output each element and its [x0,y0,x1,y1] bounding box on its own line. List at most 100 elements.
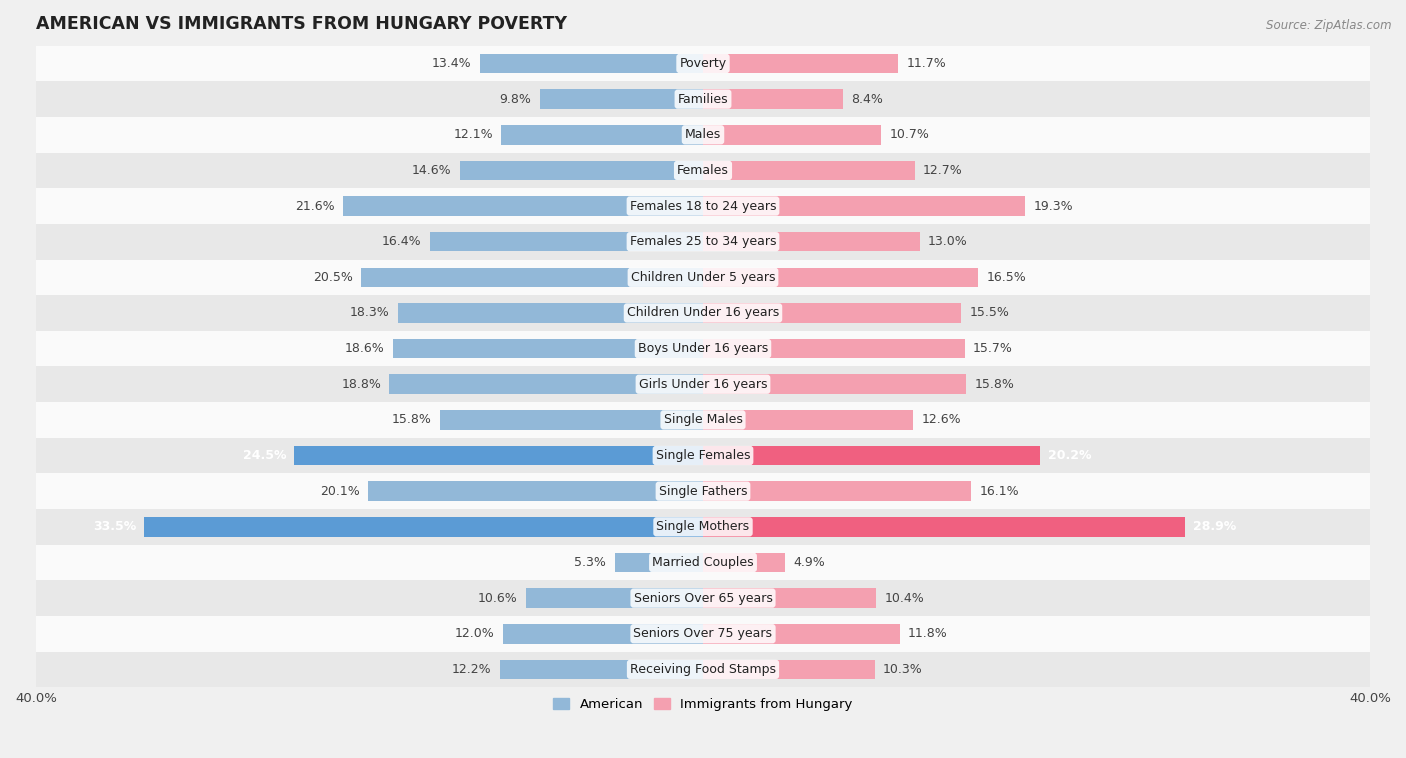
Text: 10.6%: 10.6% [478,591,517,605]
Bar [343,196,703,216]
Bar [703,303,962,323]
Bar [37,544,1369,581]
Bar [526,588,703,608]
Text: 15.7%: 15.7% [973,342,1014,355]
Text: 8.4%: 8.4% [852,92,883,105]
Text: Families: Families [678,92,728,105]
Bar [479,54,703,74]
Bar [703,89,844,109]
Bar [429,232,703,252]
Text: 12.2%: 12.2% [451,662,491,676]
Bar [37,366,1369,402]
Text: 16.1%: 16.1% [980,484,1019,498]
Text: 13.4%: 13.4% [432,57,471,70]
Text: 15.5%: 15.5% [970,306,1010,319]
Bar [37,259,1369,295]
Text: Females 25 to 34 years: Females 25 to 34 years [630,235,776,248]
Bar [703,339,965,359]
Bar [703,481,972,501]
Bar [37,581,1369,616]
Text: 11.7%: 11.7% [907,57,946,70]
Legend: American, Immigrants from Hungary: American, Immigrants from Hungary [548,692,858,716]
Text: 16.4%: 16.4% [381,235,422,248]
Text: 28.9%: 28.9% [1194,520,1236,534]
Bar [37,616,1369,652]
Bar [460,161,703,180]
Bar [294,446,703,465]
Bar [703,374,966,394]
Text: 4.9%: 4.9% [793,556,825,569]
Bar [501,125,703,145]
Text: Source: ZipAtlas.com: Source: ZipAtlas.com [1267,19,1392,32]
Bar [703,196,1025,216]
Text: 12.0%: 12.0% [454,627,495,641]
Text: 20.2%: 20.2% [1049,449,1091,462]
Bar [703,54,898,74]
Text: 16.5%: 16.5% [987,271,1026,283]
Bar [37,509,1369,544]
Text: Females: Females [678,164,728,177]
Bar [703,659,875,679]
Bar [703,624,900,644]
Bar [361,268,703,287]
Bar [703,410,912,430]
Text: Single Mothers: Single Mothers [657,520,749,534]
Text: 12.6%: 12.6% [921,413,962,427]
Text: 13.0%: 13.0% [928,235,967,248]
Bar [540,89,703,109]
Text: Receiving Food Stamps: Receiving Food Stamps [630,662,776,676]
Bar [703,125,882,145]
Bar [37,152,1369,188]
Bar [145,517,703,537]
Text: Poverty: Poverty [679,57,727,70]
Text: 5.3%: 5.3% [575,556,606,569]
Text: 11.8%: 11.8% [908,627,948,641]
Bar [37,330,1369,366]
Text: 18.8%: 18.8% [342,377,381,390]
Bar [392,339,703,359]
Text: 33.5%: 33.5% [93,520,136,534]
Text: 20.5%: 20.5% [314,271,353,283]
Bar [703,268,979,287]
Bar [37,473,1369,509]
Bar [37,402,1369,437]
Bar [703,446,1040,465]
Bar [37,117,1369,152]
Text: Single Fathers: Single Fathers [659,484,747,498]
Text: 15.8%: 15.8% [391,413,432,427]
Bar [37,295,1369,330]
Text: Males: Males [685,128,721,141]
Text: 24.5%: 24.5% [243,449,285,462]
Bar [703,232,920,252]
Text: Single Females: Single Females [655,449,751,462]
Text: 10.4%: 10.4% [884,591,925,605]
Text: Females 18 to 24 years: Females 18 to 24 years [630,199,776,212]
Text: 20.1%: 20.1% [319,484,360,498]
Bar [703,588,876,608]
Bar [37,81,1369,117]
Text: 10.3%: 10.3% [883,662,922,676]
Text: Seniors Over 75 years: Seniors Over 75 years [634,627,772,641]
Text: AMERICAN VS IMMIGRANTS FROM HUNGARY POVERTY: AMERICAN VS IMMIGRANTS FROM HUNGARY POVE… [37,15,567,33]
Text: Married Couples: Married Couples [652,556,754,569]
Bar [37,652,1369,688]
Bar [703,553,785,572]
Text: 10.7%: 10.7% [890,128,929,141]
Bar [37,45,1369,81]
Text: 12.7%: 12.7% [924,164,963,177]
Bar [37,188,1369,224]
Bar [499,659,703,679]
Text: Seniors Over 65 years: Seniors Over 65 years [634,591,772,605]
Text: 21.6%: 21.6% [295,199,335,212]
Text: Children Under 16 years: Children Under 16 years [627,306,779,319]
Text: Boys Under 16 years: Boys Under 16 years [638,342,768,355]
Text: Single Males: Single Males [664,413,742,427]
Bar [614,553,703,572]
Bar [398,303,703,323]
Text: 15.8%: 15.8% [974,377,1015,390]
Bar [389,374,703,394]
Text: 18.6%: 18.6% [344,342,384,355]
Text: Children Under 5 years: Children Under 5 years [631,271,775,283]
Text: 14.6%: 14.6% [412,164,451,177]
Bar [703,161,915,180]
